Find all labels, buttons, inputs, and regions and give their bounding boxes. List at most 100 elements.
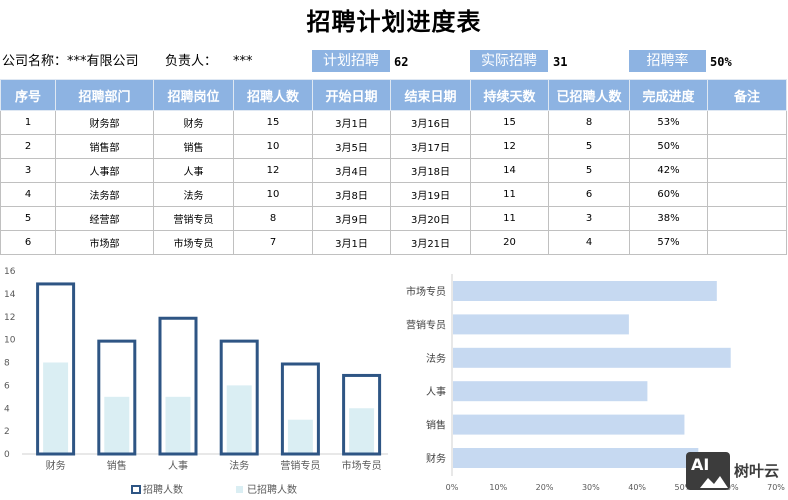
- table-cell: 20: [470, 230, 549, 255]
- table-row: 5 经营部 营销专员 8 3月9日 3月20日 11 3 38%: [0, 206, 787, 231]
- bar-progress: [453, 347, 731, 368]
- bar-planned: [280, 362, 320, 456]
- planned-value: 62: [394, 55, 409, 69]
- table-cell: 市场专员: [153, 230, 234, 255]
- table-cell: 3月1日: [312, 230, 391, 255]
- table-cell: 6: [548, 182, 630, 207]
- legend-hired-swatch: [236, 486, 243, 493]
- table-cell: 3: [548, 206, 630, 231]
- actual-value: 31: [553, 55, 568, 69]
- recruitment-table: 序号 招聘部门 招聘岗位 招聘人数 开始日期 结束日期 持续天数 已招聘人数 完…: [0, 79, 787, 255]
- table-cell: 销售: [153, 134, 234, 159]
- table-cell: 3月20日: [390, 206, 471, 231]
- table-cell: 1: [0, 110, 56, 135]
- table-cell: 3月19日: [390, 182, 471, 207]
- company-name: 公司名称：***有限公司: [2, 54, 139, 69]
- table-cell: 营销专员: [153, 206, 234, 231]
- table-cell: 3月21日: [390, 230, 471, 255]
- watermark-brand: 树叶云: [734, 462, 780, 480]
- x-tick-label: 法务: [229, 459, 249, 472]
- legend: 招聘人数 已招聘人数: [131, 483, 297, 496]
- table-cell: 3月17日: [390, 134, 471, 159]
- header-start-date: 开始日期: [312, 79, 391, 111]
- table-cell[interactable]: [707, 158, 787, 183]
- table-row: 1 财务部 财务 15 3月1日 3月16日 15 8 53%: [0, 110, 787, 135]
- page-title: 招聘计划进度表: [306, 7, 482, 36]
- y-tick-label: 2: [4, 427, 10, 437]
- header-notes: 备注: [707, 79, 787, 111]
- table-cell: 3月8日: [312, 182, 391, 207]
- table-cell: 法务部: [55, 182, 154, 207]
- table-row: 3 人事部 人事 12 3月4日 3月18日 14 5 42%: [0, 158, 787, 183]
- bar-progress: [453, 314, 629, 335]
- table-cell: 38%: [629, 206, 708, 231]
- table-cell: 53%: [629, 110, 708, 135]
- table-cell: 市场部: [55, 230, 154, 255]
- bar-hired: [165, 396, 191, 454]
- y-tick-label: 10: [4, 336, 16, 346]
- table-cell[interactable]: [707, 182, 787, 207]
- table-row: 2 销售部 销售 10 3月5日 3月17日 12 5 50%: [0, 134, 787, 159]
- x-tick-label: 营销专员: [280, 459, 320, 472]
- table-cell: 11: [470, 182, 549, 207]
- rate-value: 50%: [710, 55, 732, 69]
- bars: [453, 281, 731, 468]
- bars: [36, 282, 382, 456]
- table-cell: 6: [0, 230, 56, 255]
- bar-hired: [287, 419, 313, 454]
- y-tick-label: 市场专员: [406, 285, 446, 298]
- y-tick-label: 财务: [426, 452, 446, 465]
- table-cell[interactable]: [707, 134, 787, 159]
- table-row: 6 市场部 市场专员 7 3月1日 3月21日 20 4 57%: [0, 230, 787, 255]
- y-tick-label: 14: [4, 290, 16, 300]
- table-cell[interactable]: [707, 110, 787, 135]
- bar-progress: [453, 281, 717, 301]
- y-tick-label: 8: [4, 359, 10, 369]
- bar-planned: [97, 339, 137, 456]
- rate-label: 招聘率: [629, 50, 706, 72]
- planned-label: 计划招聘: [312, 50, 390, 72]
- x-tick-label: 50%: [675, 483, 693, 492]
- table-cell: 15: [470, 110, 549, 135]
- recruitment-count-chart: 0 2 4 6 8 10 12 14 16 财务 销售 人事 法务 营销专员 市场专员 招聘人数 已招聘人…: [4, 267, 388, 496]
- y-tick-label: 16: [4, 267, 16, 277]
- bar-planned: [36, 282, 76, 456]
- table-cell: 10: [233, 134, 313, 159]
- table-cell: 60%: [629, 182, 708, 207]
- x-tick-label: 20%: [536, 483, 554, 492]
- owner-label: 负责人：: [165, 54, 218, 69]
- table-cell[interactable]: [707, 206, 787, 231]
- table-cell: 2: [0, 134, 56, 159]
- table-cell: 57%: [629, 230, 708, 255]
- table-cell: 财务部: [55, 110, 154, 135]
- owner-value: ***: [233, 54, 253, 69]
- table-cell[interactable]: [707, 230, 787, 255]
- y-tick-label: 人事: [426, 385, 446, 398]
- table-cell: 7: [233, 230, 313, 255]
- table-cell: 3月18日: [390, 158, 471, 183]
- header-planned-count: 招聘人数: [233, 79, 313, 111]
- header-end-date: 结束日期: [390, 79, 471, 111]
- bar-hired: [226, 385, 252, 454]
- actual-label: 实际招聘: [470, 50, 548, 72]
- table-cell: 14: [470, 158, 549, 183]
- bar-hired: [349, 408, 375, 454]
- x-tick-label: 销售: [107, 459, 127, 472]
- header-duration: 持续天数: [470, 79, 549, 111]
- bar-progress: [453, 448, 699, 468]
- y-tick-label: 12: [4, 313, 15, 323]
- header-department: 招聘部门: [55, 79, 154, 111]
- table-cell: 5: [0, 206, 56, 231]
- x-axis-ticks: 0% 10% 20% 30% 40% 50% 60% 70%: [446, 483, 786, 492]
- x-tick-label: 10%: [489, 483, 507, 492]
- x-tick-label: 40%: [628, 483, 646, 492]
- table-cell: 经营部: [55, 206, 154, 231]
- table-cell: 12: [233, 158, 313, 183]
- table-cell: 11: [470, 206, 549, 231]
- table-cell: 12: [470, 134, 549, 159]
- table-cell: 5: [548, 134, 630, 159]
- table-cell: 3月16日: [390, 110, 471, 135]
- x-tick-label: 70%: [767, 483, 785, 492]
- bar-hired: [43, 362, 69, 454]
